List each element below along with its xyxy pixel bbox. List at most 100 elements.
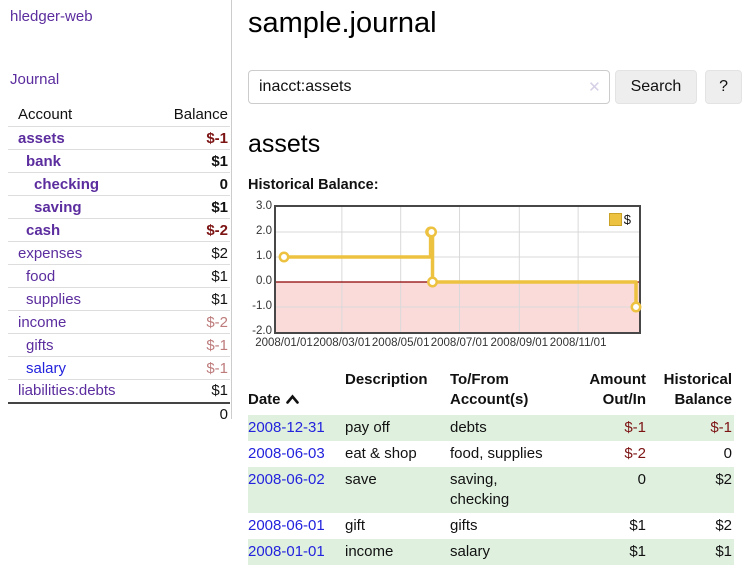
chart-label: Historical Balance: bbox=[248, 177, 379, 193]
account-link-saving[interactable]: saving bbox=[34, 198, 82, 216]
app-title-link[interactable]: hledger-web bbox=[10, 8, 93, 25]
transaction-accounts: salary bbox=[450, 539, 578, 565]
accounts-header-balance: Balance bbox=[173, 106, 228, 123]
account-balance: $2 bbox=[146, 241, 230, 265]
column-header-tofrom: To/From Account(s) bbox=[450, 371, 529, 408]
sort-ascending-icon bbox=[285, 391, 299, 411]
account-balance: $1 bbox=[146, 264, 230, 288]
account-row: salary $-1 bbox=[8, 356, 230, 380]
accounts-table: Account Balance assets $-1 bank $1 check… bbox=[8, 104, 230, 426]
account-row: assets $-1 bbox=[8, 126, 230, 150]
transaction-description: pay off bbox=[345, 415, 450, 441]
transaction-row: 2008-06-03 eat & shop food, supplies $-2… bbox=[248, 441, 734, 467]
transaction-amount: 0 bbox=[578, 467, 648, 513]
transaction-row: 2008-06-02 save saving, checking 0 $2 bbox=[248, 467, 734, 513]
account-balance: $1 bbox=[146, 149, 230, 173]
account-balance: $1 bbox=[146, 195, 230, 219]
account-link-supplies[interactable]: supplies bbox=[26, 290, 82, 308]
account-link-income[interactable]: income bbox=[18, 313, 67, 331]
transaction-date-link[interactable]: 2008-06-02 bbox=[248, 471, 325, 488]
transaction-description: save bbox=[345, 467, 450, 513]
sidebar-item-journal[interactable]: Journal bbox=[10, 71, 60, 88]
account-row: saving $1 bbox=[8, 195, 230, 219]
x-tick-label: 2008/07/01 bbox=[430, 337, 489, 349]
transaction-date-link[interactable]: 2008-06-03 bbox=[248, 445, 325, 462]
transaction-amount: $1 bbox=[578, 539, 648, 565]
account-balance: $-1 bbox=[146, 356, 230, 380]
clear-search-icon[interactable]: ✕ bbox=[588, 79, 601, 96]
accounts-table-header: Account Balance bbox=[8, 104, 230, 127]
transaction-description: income bbox=[345, 539, 450, 565]
search-row: ✕ Search ? bbox=[248, 70, 742, 104]
account-link-salary[interactable]: salary bbox=[26, 359, 67, 377]
transaction-accounts: gifts bbox=[450, 517, 478, 534]
transaction-balance: $1 bbox=[648, 539, 734, 565]
page-title: sample.journal bbox=[248, 7, 437, 39]
transaction-row: 2008-12-31 pay off debts $-1 $-1 bbox=[248, 415, 734, 441]
account-balance: 0 bbox=[146, 172, 230, 196]
x-tick-label: 2008/03/01 bbox=[313, 337, 371, 349]
account-balance: $1 bbox=[146, 287, 230, 311]
transaction-row: 2008-06-01 gift gifts $1 $2 bbox=[248, 513, 734, 539]
account-link-checking[interactable]: checking bbox=[34, 175, 100, 193]
accounts-total-value: 0 bbox=[146, 401, 230, 426]
y-tick-label: 1.0 bbox=[256, 250, 272, 262]
transaction-description: gift bbox=[345, 517, 366, 534]
transaction-amount: $1 bbox=[629, 517, 646, 534]
x-tick-label: 2008/05/01 bbox=[371, 337, 430, 349]
chart-legend: $ bbox=[607, 212, 632, 227]
account-balance: $-2 bbox=[146, 310, 230, 334]
transaction-accounts: food, supplies bbox=[450, 445, 543, 462]
accounts-total-row: 0 bbox=[8, 401, 230, 426]
chart-plot-area: $ bbox=[274, 205, 642, 334]
account-link-cash[interactable]: cash bbox=[26, 221, 61, 239]
account-row: cash $-2 bbox=[8, 218, 230, 242]
account-link-bank[interactable]: bank bbox=[26, 152, 62, 170]
y-tick-label: -1.0 bbox=[252, 300, 272, 312]
search-input[interactable] bbox=[248, 70, 610, 104]
y-tick-label: 3.0 bbox=[256, 200, 272, 212]
transaction-amount: $-2 bbox=[624, 445, 646, 462]
x-tick-label: 2008/09/01 bbox=[490, 337, 549, 349]
y-tick-label: 2.0 bbox=[256, 225, 272, 237]
account-link-gifts[interactable]: gifts bbox=[26, 336, 54, 354]
account-row: supplies $1 bbox=[8, 287, 230, 311]
account-balance: $-1 bbox=[146, 333, 230, 357]
transaction-row: 2008-01-01 income salary $1 $1 bbox=[248, 539, 734, 565]
legend-label: $ bbox=[623, 212, 631, 227]
account-link-liabilities-debts[interactable]: liabilities:debts bbox=[18, 382, 116, 400]
column-header-date[interactable]: Date bbox=[248, 368, 345, 415]
account-link-assets[interactable]: assets bbox=[18, 129, 65, 147]
transaction-description: eat & shop bbox=[345, 445, 417, 462]
column-header-balance: Historical Balance bbox=[663, 371, 732, 408]
transaction-date-link[interactable]: 2008-12-31 bbox=[248, 419, 325, 436]
account-balance: $1 bbox=[146, 379, 230, 403]
transaction-balance: 0 bbox=[723, 445, 732, 462]
transaction-date-link[interactable]: 2008-06-01 bbox=[248, 517, 325, 534]
transactions-table: Date Description To/From Account(s) Amou… bbox=[248, 368, 734, 565]
column-header-amount: Amount Out/In bbox=[589, 371, 646, 408]
sidebar: hledger-web Journal Account Balance asse… bbox=[0, 0, 232, 426]
transactions-header-row: Date Description To/From Account(s) Amou… bbox=[248, 368, 734, 415]
transaction-date-link[interactable]: 2008-01-01 bbox=[248, 543, 325, 560]
account-row: food $1 bbox=[8, 264, 230, 288]
y-tick-label: 0.0 bbox=[256, 275, 272, 287]
transaction-accounts: saving, checking bbox=[450, 467, 578, 513]
historical-balance-chart: 3.0 2.0 1.0 0.0 -1.0 -2.0 $ 2008/01/01 2008/03… bbox=[248, 200, 668, 352]
main-content: sample.journal ✕ Search ? assets Histori… bbox=[248, 0, 742, 565]
search-button[interactable]: Search bbox=[614, 70, 698, 104]
account-balance: $-1 bbox=[146, 126, 230, 150]
search-field-wrap: ✕ bbox=[248, 70, 610, 104]
account-link-expenses[interactable]: expenses bbox=[18, 244, 83, 262]
transaction-balance: $2 bbox=[715, 517, 732, 534]
account-row: gifts $-1 bbox=[8, 333, 230, 357]
section-title: assets bbox=[248, 130, 321, 158]
transaction-balance: $2 bbox=[648, 467, 734, 513]
y-tick-label: -2.0 bbox=[252, 325, 272, 337]
help-button[interactable]: ? bbox=[705, 70, 742, 104]
chart-canvas bbox=[276, 207, 642, 332]
account-row: expenses $2 bbox=[8, 241, 230, 265]
column-header-description: Description bbox=[345, 371, 428, 388]
account-link-food[interactable]: food bbox=[26, 267, 56, 285]
